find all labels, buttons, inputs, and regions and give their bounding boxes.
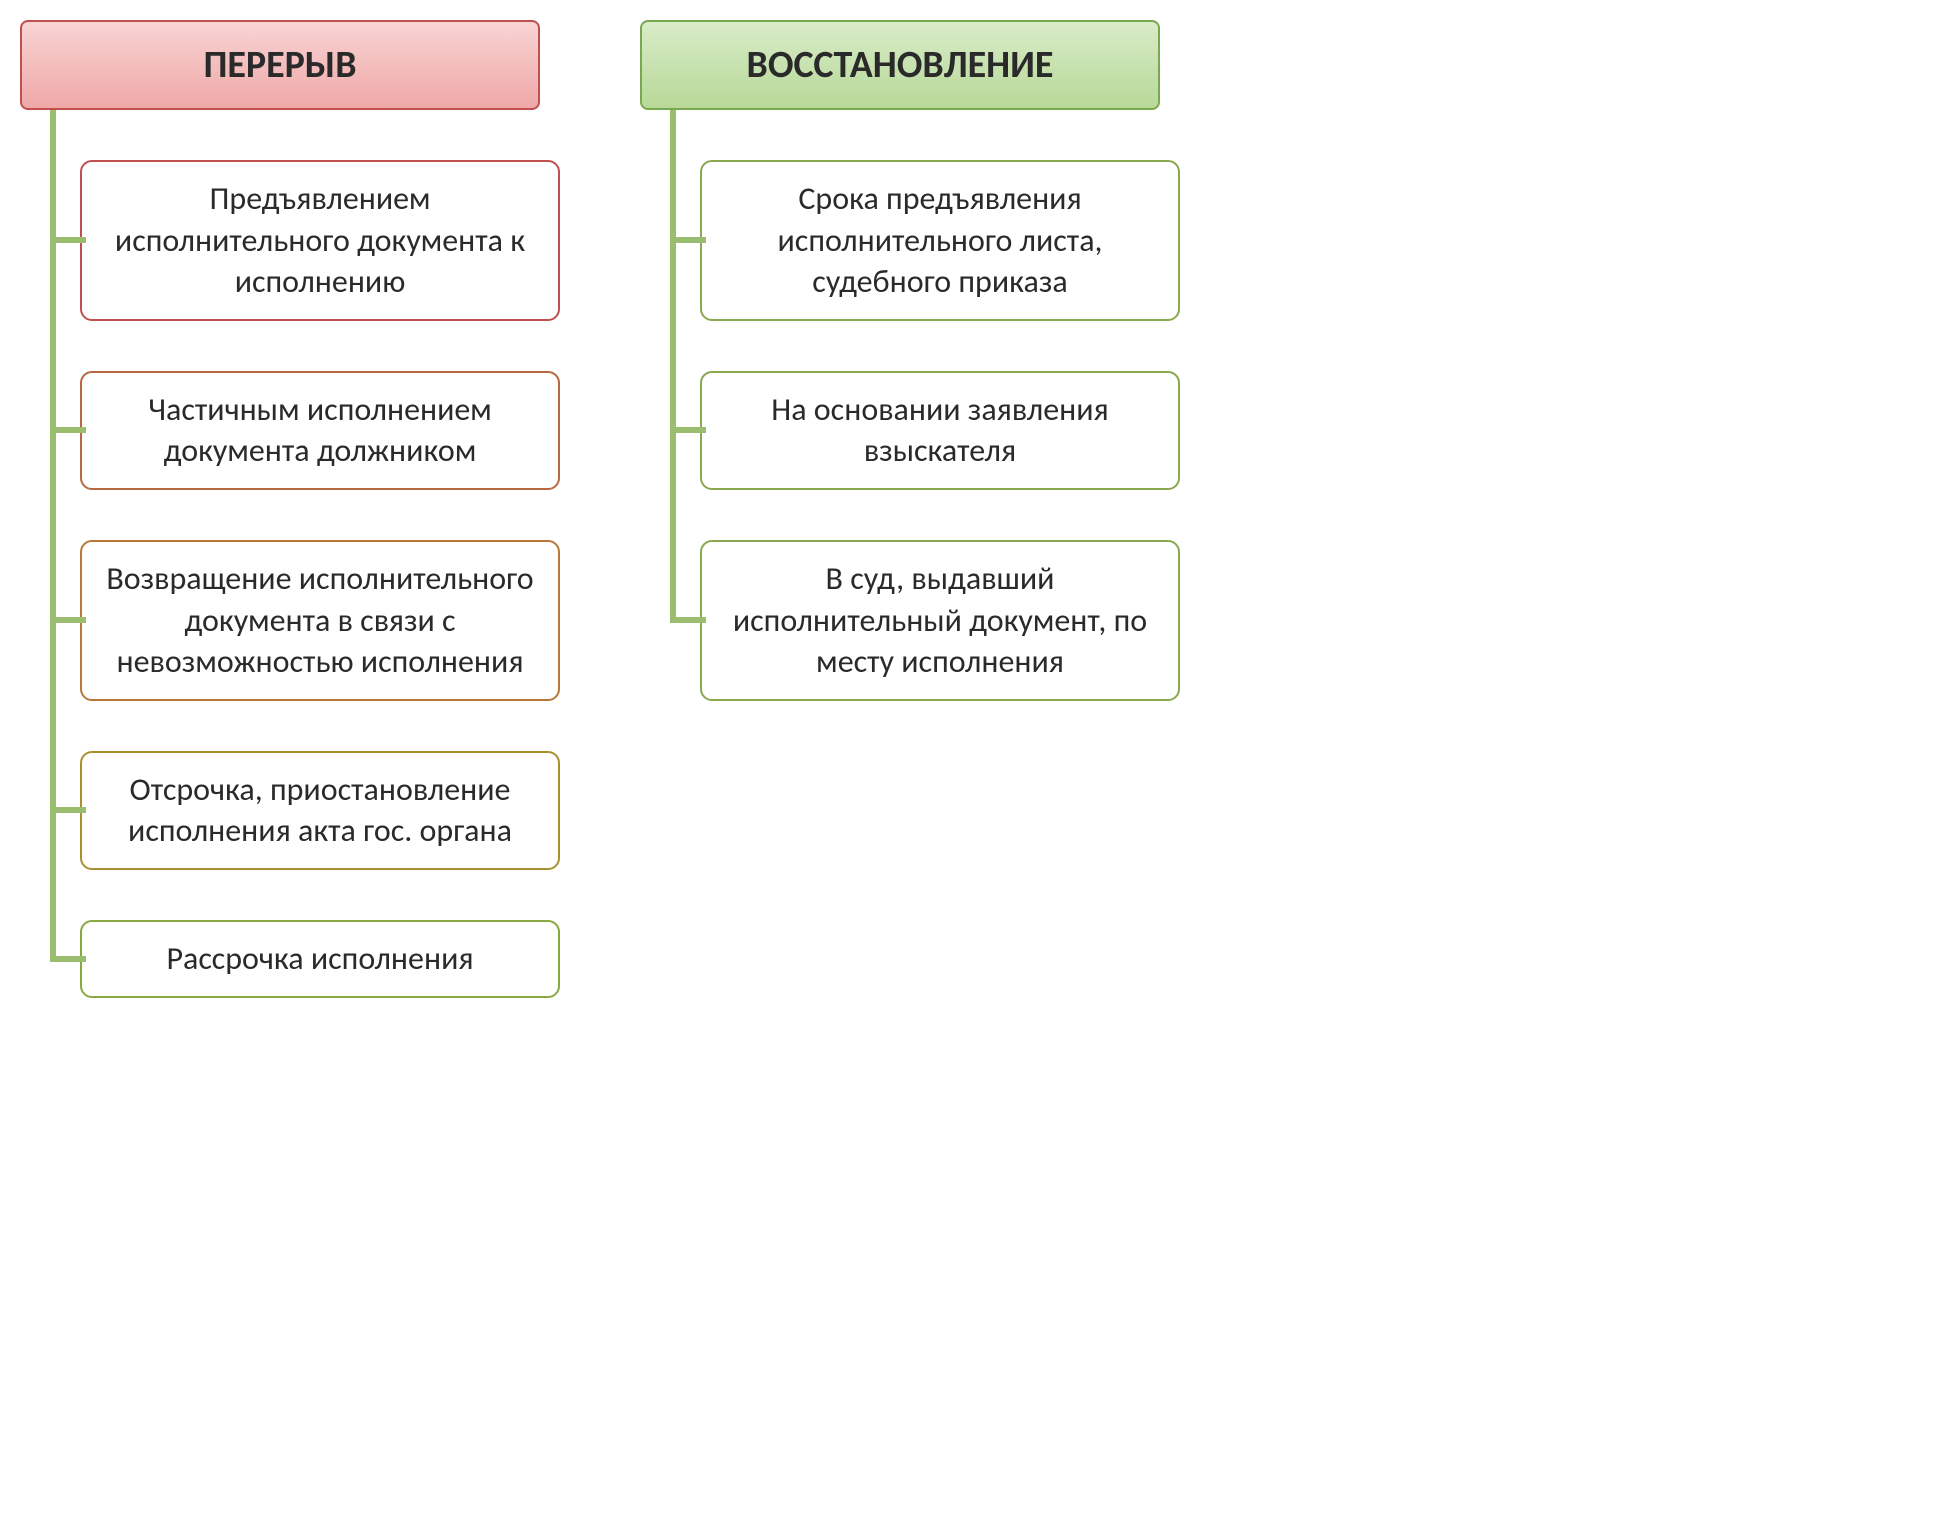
item-label: На основании заявления взыскателя: [726, 389, 1154, 472]
item-label: Отсрочка, приостановление исполнения акт…: [106, 769, 534, 852]
header-label: ВОССТАНОВЛЕНИЕ: [747, 42, 1054, 88]
diagram-container: ПЕРЕРЫВ Предъявлением исполнительного до…: [20, 20, 1925, 998]
item-label: Возвращение исполнительного документа в …: [106, 558, 534, 683]
item-box: Предъявлением исполнительного документа …: [80, 160, 560, 321]
item-label: Предъявлением исполнительного документа …: [106, 178, 534, 303]
items-wrapper-1: Предъявлением исполнительного документа …: [20, 110, 560, 998]
header-label: ПЕРЕРЫВ: [203, 42, 356, 88]
vertical-connector: [670, 110, 676, 623]
item-box: На основании заявления взыскателя: [700, 371, 1180, 490]
item-row: Предъявлением исполнительного документа …: [80, 110, 560, 321]
vertical-connector: [50, 110, 56, 962]
item-row: Отсрочка, приостановление исполнения акт…: [80, 701, 560, 870]
item-box: Возвращение исполнительного документа в …: [80, 540, 560, 701]
item-row: На основании заявления взыскателя: [700, 321, 1180, 490]
item-label: В суд, выдавший исполнительный документ,…: [726, 558, 1154, 683]
item-row: Срока предъявления исполнительного листа…: [700, 110, 1180, 321]
item-row: Возвращение исполнительного документа в …: [80, 490, 560, 701]
item-label: Частичным исполнением документа должнико…: [106, 389, 534, 472]
header-pereryv: ПЕРЕРЫВ: [20, 20, 540, 110]
item-label: Срока предъявления исполнительного листа…: [726, 178, 1154, 303]
item-box: Частичным исполнением документа должнико…: [80, 371, 560, 490]
column-vosstanovlenie: ВОССТАНОВЛЕНИЕ Срока предъявления исполн…: [640, 20, 1180, 701]
header-vosstanovlenie: ВОССТАНОВЛЕНИЕ: [640, 20, 1160, 110]
item-row: Частичным исполнением документа должнико…: [80, 321, 560, 490]
item-box: В суд, выдавший исполнительный документ,…: [700, 540, 1180, 701]
item-box: Рассрочка исполнения: [80, 920, 560, 998]
column-pereryv: ПЕРЕРЫВ Предъявлением исполнительного до…: [20, 20, 560, 998]
items-wrapper-2: Срока предъявления исполнительного листа…: [640, 110, 1180, 701]
item-row: Рассрочка исполнения: [80, 870, 560, 998]
item-label: Рассрочка исполнения: [166, 938, 473, 980]
item-box: Отсрочка, приостановление исполнения акт…: [80, 751, 560, 870]
item-row: В суд, выдавший исполнительный документ,…: [700, 490, 1180, 701]
item-box: Срока предъявления исполнительного листа…: [700, 160, 1180, 321]
